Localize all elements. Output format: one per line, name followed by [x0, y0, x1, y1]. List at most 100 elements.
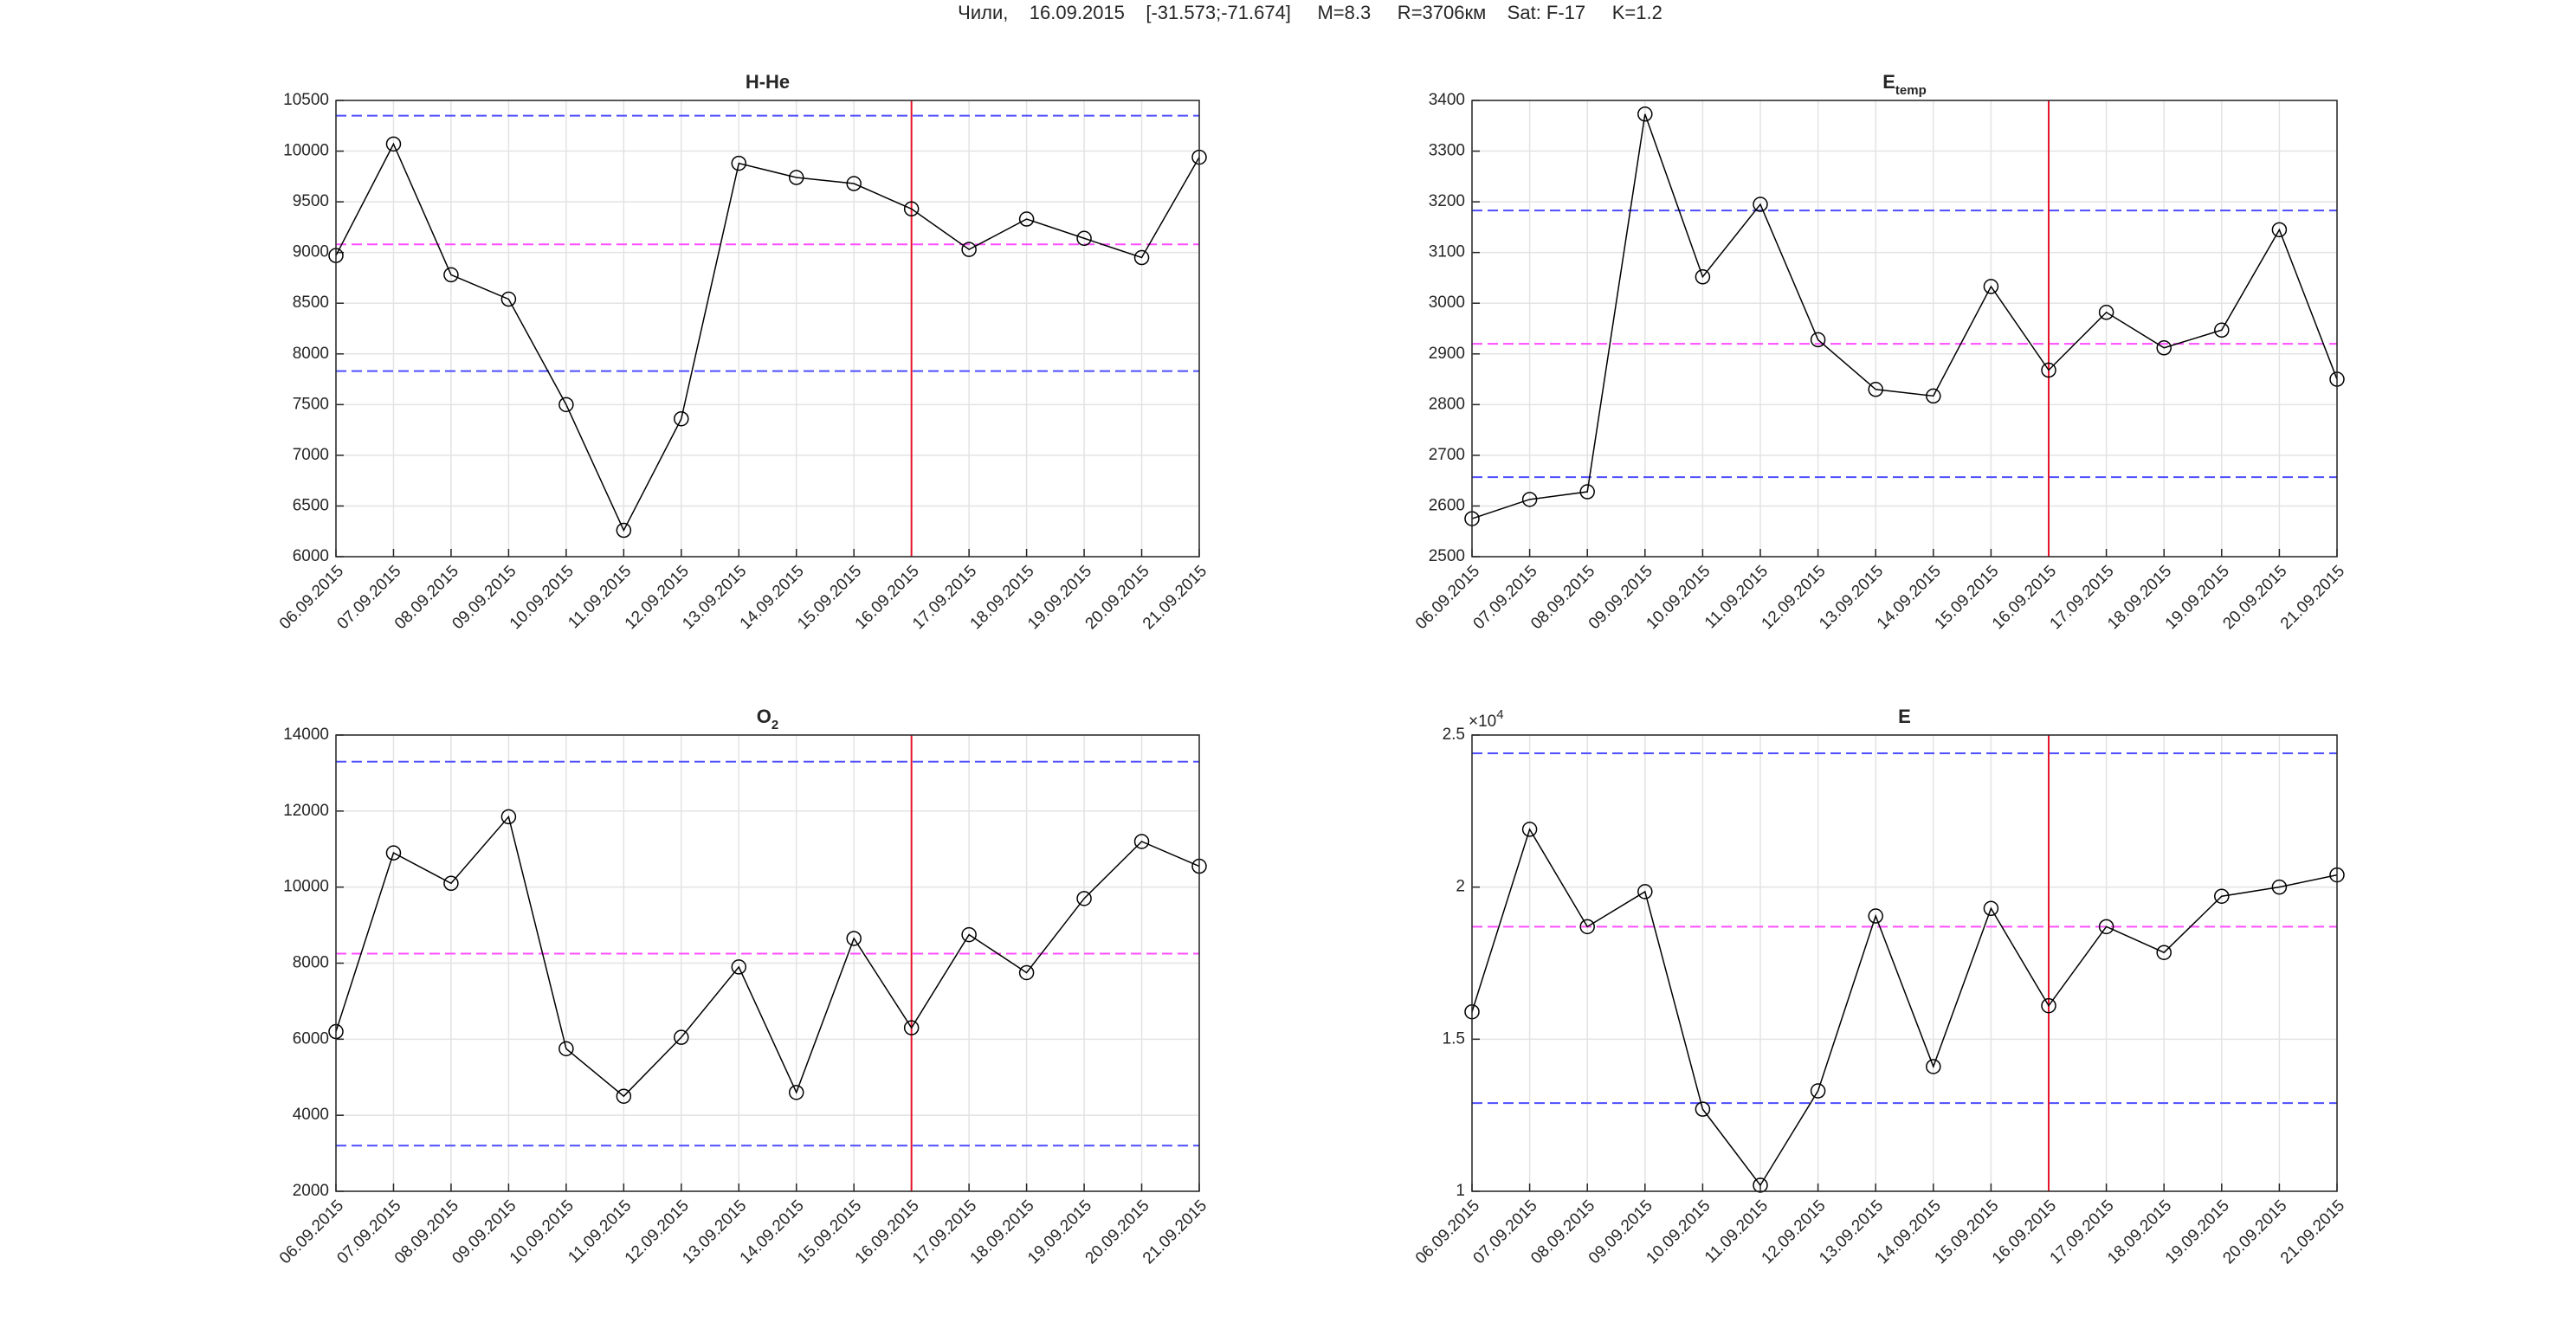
data-point: [1868, 908, 1883, 924]
subplot-title: E: [1898, 706, 1911, 727]
y-tick-label: 2900: [1429, 345, 1465, 363]
data-point: [2156, 945, 2172, 960]
data-point: [2098, 919, 2114, 935]
title-text: H-He: [746, 71, 790, 93]
data-point: [1983, 279, 1999, 294]
data-point: [443, 875, 459, 892]
y-tick-label: 1: [1456, 1182, 1465, 1200]
data-point: [385, 136, 402, 152]
title-text: E: [1898, 706, 1911, 727]
y-tick-label: 2700: [1429, 446, 1465, 464]
y-tick-label: 8000: [293, 345, 329, 363]
data-point: [1133, 834, 1150, 849]
data-point: [500, 291, 517, 307]
axes-box: [335, 734, 1200, 1192]
figure-title: Чили, 16.09.2015 [-31.573;-71.674] M=8.3…: [958, 2, 1662, 23]
data-point: [1521, 822, 1538, 837]
y-tick-label: 3000: [1429, 293, 1465, 312]
data-point: [616, 1088, 632, 1104]
data-point: [500, 809, 517, 825]
title-subscript: 2: [772, 718, 778, 732]
data-point: [788, 170, 804, 185]
y-tick-label: 2.5: [1443, 726, 1465, 744]
data-point: [1133, 249, 1150, 266]
data-point: [616, 522, 632, 539]
data-line: [1471, 113, 2338, 519]
data-point: [1695, 269, 1711, 285]
y-tick-label: 8500: [293, 293, 329, 312]
data-point: [846, 176, 862, 191]
y-tick-label: 6500: [293, 496, 329, 514]
data-point: [2098, 305, 2114, 320]
y-tick-label: 2600: [1429, 496, 1465, 514]
axes-box: [335, 100, 1200, 558]
data-point: [1076, 891, 1092, 906]
subplot-title: Etemp: [1882, 71, 1927, 98]
y-tick-label: 7000: [293, 446, 329, 464]
data-point: [443, 267, 459, 283]
data-line: [335, 815, 1200, 1098]
title-text: O: [757, 706, 772, 727]
y-tick-label: 2500: [1429, 547, 1465, 565]
y-tick-label: 3100: [1429, 243, 1465, 261]
data-point: [1018, 211, 1035, 227]
subplot: 6000 6500 7000 7500 8000 8500 9000 9500 10000 105…: [276, 71, 1211, 633]
title-subscript: temp: [1895, 83, 1927, 98]
data-point: [731, 155, 747, 171]
subplot: 200040006000800010000120001400006.09.201…: [276, 706, 1211, 1267]
y-tick-label: 14000: [283, 726, 329, 744]
subplot: 2500 2600 2700 2800 2900 3000 3100 3200 3300 3400…: [1412, 71, 2348, 633]
plot-area: [336, 100, 1199, 557]
data-point: [1753, 1177, 1768, 1193]
data-point: [1926, 388, 1941, 404]
subplot: 11.522.506.09.201507.09.201508.09.201509…: [1412, 706, 2348, 1267]
data-point: [558, 1041, 574, 1057]
axes-box: [1471, 734, 2338, 1192]
data-point: [2271, 879, 2288, 895]
y-tick-label: 10500: [283, 91, 329, 109]
data-point: [1983, 900, 1999, 917]
data-point: [558, 397, 574, 413]
y-tick-label: 10000: [283, 878, 329, 896]
data-point: [961, 242, 977, 257]
y-tick-label: 8000: [293, 954, 329, 972]
data-point: [1810, 1083, 1826, 1099]
subplot-title: H-He: [746, 71, 790, 93]
data-point: [674, 1029, 689, 1045]
y-tick-label: 6000: [293, 1029, 329, 1048]
y-tick-label: 4000: [293, 1106, 329, 1124]
data-point: [1753, 197, 1768, 212]
data-point: [2041, 362, 2056, 378]
y-tick-label: 9000: [293, 243, 329, 261]
y-tick-label: 1.5: [1443, 1029, 1465, 1048]
data-point: [1579, 919, 1595, 935]
y-tick-label: 10000: [283, 142, 329, 160]
data-point: [1810, 332, 1826, 348]
data-point: [1076, 230, 1092, 247]
data-point: [1018, 964, 1035, 981]
data-point: [1637, 884, 1653, 900]
y-tick-label: 12000: [283, 802, 329, 820]
y-tick-label: 3400: [1429, 91, 1465, 109]
data-point: [385, 845, 402, 861]
title-text: E: [1882, 71, 1895, 93]
data-point: [1637, 106, 1653, 122]
subplot-title: O2: [757, 706, 778, 732]
data-point: [1926, 1059, 1941, 1074]
data-point: [2271, 222, 2288, 238]
data-point: [1868, 382, 1883, 397]
data-point: [788, 1085, 804, 1100]
multiplier-exponent: 4: [1496, 707, 1503, 722]
y-tick-label: 3300: [1429, 142, 1465, 160]
plot-area: [1472, 735, 2337, 1191]
data-point: [1579, 484, 1595, 500]
y-tick-label: 6000: [293, 547, 329, 565]
data-point: [731, 959, 747, 975]
data-point: [674, 410, 689, 427]
data-point: [903, 201, 920, 217]
data-line: [335, 142, 1200, 532]
data-point: [846, 931, 862, 946]
data-point: [2041, 997, 2056, 1014]
data-point: [2214, 888, 2230, 904]
